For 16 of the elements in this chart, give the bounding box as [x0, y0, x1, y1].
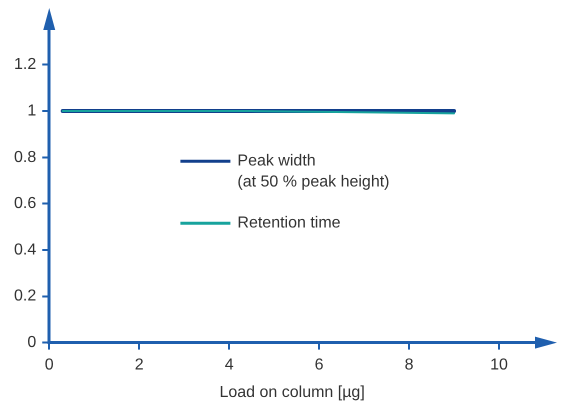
y-tick-label: 0.6 — [14, 195, 36, 212]
x-tick-label: 4 — [224, 356, 234, 374]
y-tick-label: 0.8 — [14, 148, 36, 166]
x-tick-label: 10 — [490, 356, 508, 374]
x-tick-label: 8 — [404, 356, 414, 374]
x-tick-label: 2 — [134, 356, 144, 374]
y-tick-label: 0.4 — [14, 241, 36, 258]
y-tick-label: 1.2 — [14, 56, 36, 74]
y-tick-label: 0.2 — [14, 288, 36, 305]
x-tick-label: 0 — [44, 356, 54, 374]
x-axis-title: Load on column [µg] — [219, 384, 365, 401]
y-tick-label: 1 — [27, 102, 36, 120]
legend-label: Peak width (at 50 % peak height) — [237, 152, 390, 191]
legend-label: Retention time — [237, 214, 341, 232]
x-tick-label: 6 — [314, 356, 324, 374]
y-tick-label: 0 — [27, 334, 36, 352]
